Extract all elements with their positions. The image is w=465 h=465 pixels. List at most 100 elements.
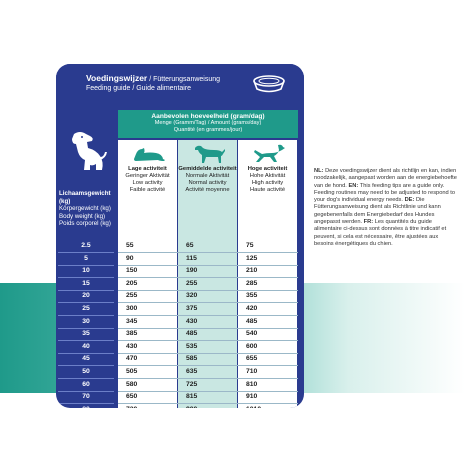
- recommended-line3: Quantité (en grammes/jour): [173, 126, 243, 133]
- row-divider-left: [58, 403, 114, 404]
- cell-normal-activity: 255: [186, 279, 198, 287]
- row-divider-left: [58, 277, 114, 278]
- cell-normal-activity: 725: [186, 380, 198, 388]
- activity-high-title: Hoge activiteit: [247, 166, 288, 172]
- row-divider-left: [58, 352, 114, 354]
- activity-high-en: High activity: [251, 180, 284, 186]
- header-title: Voedingswijzer / Fütterungsanweisung: [86, 73, 220, 83]
- row-divider-left: [58, 314, 114, 316]
- notes-de-label: DE:: [404, 197, 415, 204]
- activity-normal-de: Normale Aktivität: [185, 173, 230, 179]
- row-divider-left: [58, 340, 114, 341]
- cell-low-activity: 430: [126, 342, 138, 350]
- table-row: 45 470 585 655: [56, 353, 304, 366]
- row-divider: [118, 377, 298, 379]
- table-row: 15 205 255 285: [56, 278, 304, 291]
- activity-low-text: Lage activiteit Geringer Aktivität Low a…: [118, 166, 177, 194]
- cell-normal-activity: 815: [186, 393, 198, 401]
- row-divider-left: [58, 377, 114, 379]
- activity-low-title: Lage activiteit: [128, 166, 167, 172]
- cell-normal-activity: 430: [186, 317, 198, 325]
- cell-low-activity: 205: [126, 279, 138, 287]
- row-divider-left: [58, 365, 114, 366]
- weight-header-de: Körpergewicht (kg): [59, 205, 111, 213]
- cell-weight: 25: [82, 304, 90, 312]
- activity-column-high: Hoge activiteit Hohe Aktivität High acti…: [238, 140, 297, 408]
- cell-normal-activity: 115: [186, 254, 197, 262]
- cell-high-activity: 75: [246, 242, 254, 249]
- cell-weight: 10: [82, 267, 90, 275]
- cell-normal-activity: 535: [186, 342, 198, 350]
- cell-normal-activity: 485: [186, 330, 198, 338]
- activity-normal-text: Gemiddelde activiteit Normale Aktivität …: [178, 166, 237, 194]
- row-divider: [118, 327, 298, 329]
- table-row: 25 300 375 420: [56, 303, 304, 316]
- cell-normal-activity: 585: [186, 355, 198, 363]
- row-divider-left: [58, 252, 114, 253]
- row-divider: [118, 340, 298, 341]
- header-title-main: Voedingswijzer: [86, 73, 148, 83]
- row-divider: [118, 365, 298, 366]
- cell-low-activity: 255: [126, 292, 138, 300]
- cell-high-activity: 285: [246, 279, 258, 287]
- weight-header-en: Body weight (kg): [59, 212, 106, 220]
- cell-high-activity: 125: [246, 254, 258, 262]
- cell-high-activity: 655: [246, 355, 258, 363]
- dog-walking-icon: [195, 145, 225, 163]
- cell-low-activity: 505: [126, 367, 138, 375]
- cell-low-activity: 650: [126, 393, 138, 401]
- cell-low-activity: 90: [126, 254, 134, 262]
- activity-normal-title: Gemiddelde activiteit: [178, 166, 237, 172]
- table-row: 10 150 190 210: [56, 265, 304, 278]
- activity-normal-en: Normal activity: [188, 180, 227, 186]
- cell-weight: 80: [56, 404, 116, 408]
- row-divider: [118, 314, 298, 316]
- notes-fr: Les quantités du guide alimentaire ci-de…: [314, 219, 447, 247]
- cell-weight: 50: [82, 367, 90, 375]
- row-divider: [118, 390, 298, 392]
- weight-header-fr: Poids corporel (kg): [59, 220, 111, 228]
- cell-low-activity: 345: [126, 317, 138, 325]
- table-row: 35 385 485 540: [56, 328, 304, 341]
- activity-high-fr: Haute activité: [249, 187, 286, 193]
- activity-low-de: Geringer Aktivität: [125, 173, 170, 179]
- table-row: 70 650 815 910: [56, 391, 304, 404]
- cell-normal-activity: 190: [186, 267, 198, 275]
- cell-low-activity: 150: [126, 267, 138, 275]
- notes-en: This feeding tips are a guide only. Feed…: [314, 182, 456, 204]
- row-divider: [118, 289, 298, 291]
- cell-high-activity: 710: [246, 367, 258, 375]
- header-title-sub: / Fütterungsanweisung: [147, 76, 221, 83]
- cell-low-activity: 300: [126, 304, 138, 312]
- table-row: 20 255 320 355: [56, 290, 304, 303]
- notes-text: NL: Deze voedingswijzer dient als richtl…: [314, 168, 459, 248]
- notes-en-label: EN:: [348, 182, 359, 189]
- cell-weight: 35: [82, 330, 90, 338]
- cell-low-activity: 385: [126, 330, 138, 338]
- table-row: 40 430 535 600: [56, 341, 304, 354]
- cell-normal-activity: 900: [178, 404, 237, 408]
- row-divider: [118, 352, 298, 354]
- cell-weight: 30: [82, 317, 90, 325]
- dog-sitting-icon: [72, 132, 107, 170]
- row-divider: [118, 264, 298, 266]
- table-row: 50 505 635 710: [56, 366, 304, 379]
- row-divider-left: [58, 264, 114, 266]
- cell-normal-activity: 65: [186, 242, 194, 249]
- cell-normal-activity: 320: [186, 292, 198, 300]
- cell-weight: 15: [82, 279, 90, 287]
- cell-weight: 40: [82, 342, 90, 350]
- feeding-guide-card: Voedingswijzer / Fütterungsanweisung Fee…: [56, 64, 304, 408]
- cell-low-activity: 720: [118, 404, 177, 408]
- cell-high-activity: 600: [246, 342, 258, 350]
- table-row: 30 345 430 485: [56, 316, 304, 329]
- cell-high-activity: 210: [246, 267, 258, 275]
- row-divider: [118, 252, 298, 253]
- cell-low-activity: 470: [126, 355, 138, 363]
- cell-high-activity: 810: [246, 380, 258, 388]
- table-row: 807209001010: [56, 404, 304, 408]
- cell-high-activity: 540: [246, 330, 258, 338]
- cell-weight: 20: [82, 292, 90, 300]
- card-header: Voedingswijzer / Fütterungsanweisung Fee…: [56, 64, 304, 110]
- cell-weight: 5: [84, 254, 88, 262]
